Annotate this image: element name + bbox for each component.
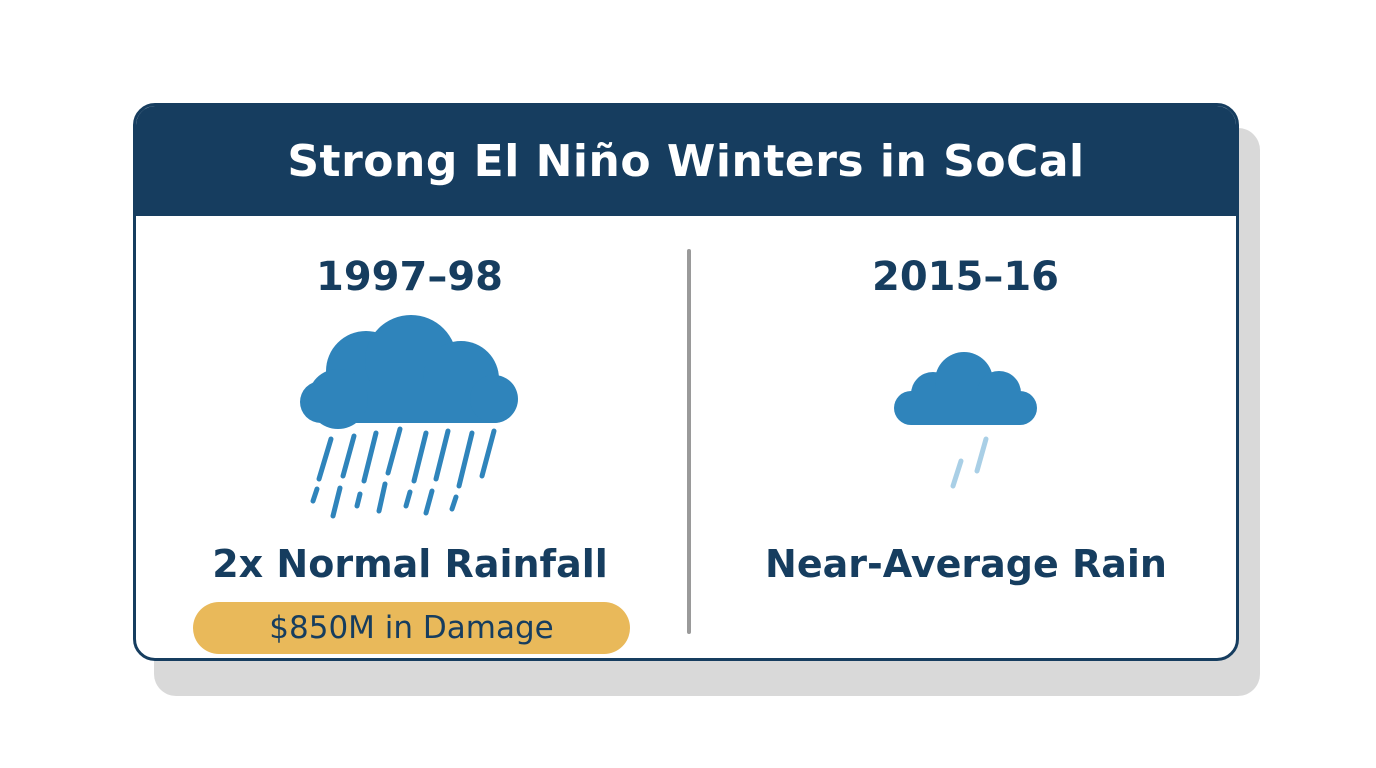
column-divider — [687, 249, 691, 634]
heavy-rain-cloud-icon — [300, 315, 518, 519]
light-rain-cloud-icon — [894, 352, 1037, 489]
card-header: Strong El Niño Winters in SoCal — [136, 106, 1236, 216]
outcome-1997-98: 2x Normal Rainfall — [212, 542, 608, 586]
year-1997-98: 1997–98 — [316, 254, 503, 300]
card-title: Strong El Niño Winters in SoCal — [287, 135, 1085, 187]
damage-badge: $850M in Damage — [193, 602, 630, 654]
outcome-2015-16: Near-Average Rain — [765, 542, 1167, 586]
year-2015-16: 2015–16 — [872, 254, 1059, 300]
comparison-card: Strong El Niño Winters in SoCal 1997–98 … — [133, 103, 1239, 661]
